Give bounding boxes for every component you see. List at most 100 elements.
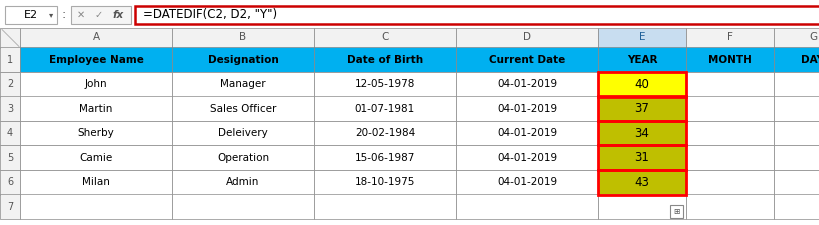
Bar xyxy=(597,170,686,194)
Bar xyxy=(686,97,773,121)
Bar xyxy=(314,72,455,97)
Bar xyxy=(0,121,20,146)
Text: 3: 3 xyxy=(7,104,13,114)
Bar xyxy=(172,27,314,47)
Bar xyxy=(455,170,597,194)
Bar xyxy=(314,97,455,121)
Bar xyxy=(314,146,455,170)
Text: Martin: Martin xyxy=(79,104,112,114)
Bar xyxy=(597,97,686,121)
Bar xyxy=(172,194,314,219)
Bar xyxy=(597,97,686,121)
Text: 34: 34 xyxy=(634,127,649,140)
Text: 5: 5 xyxy=(7,153,13,163)
Text: B: B xyxy=(239,32,247,43)
Text: Admin: Admin xyxy=(226,177,260,187)
Bar xyxy=(20,47,172,72)
Text: 04-01-2019: 04-01-2019 xyxy=(496,128,556,138)
Bar xyxy=(455,47,597,72)
Bar xyxy=(686,72,773,97)
Text: 01-07-1981: 01-07-1981 xyxy=(355,104,414,114)
Text: Date of Birth: Date of Birth xyxy=(346,55,423,65)
Text: F: F xyxy=(726,32,732,43)
Bar xyxy=(686,121,773,146)
Text: ▾: ▾ xyxy=(49,10,53,19)
Text: E2: E2 xyxy=(24,10,38,20)
Bar xyxy=(669,205,682,218)
Bar xyxy=(0,27,20,47)
Bar xyxy=(686,146,773,170)
Text: 6: 6 xyxy=(7,177,13,187)
Bar xyxy=(0,97,20,121)
Text: ✓: ✓ xyxy=(95,10,103,20)
Bar xyxy=(773,146,819,170)
Bar xyxy=(597,170,686,194)
Bar xyxy=(773,194,819,219)
Text: 2: 2 xyxy=(7,79,13,89)
Text: Camie: Camie xyxy=(79,153,112,163)
Text: ✕: ✕ xyxy=(77,10,85,20)
Bar xyxy=(455,121,597,146)
Bar xyxy=(0,72,20,97)
Bar xyxy=(773,47,819,72)
Bar xyxy=(686,47,773,72)
Bar xyxy=(455,97,597,121)
Bar xyxy=(172,97,314,121)
Text: 37: 37 xyxy=(634,102,649,115)
Text: ⊞: ⊞ xyxy=(672,207,679,216)
Text: 04-01-2019: 04-01-2019 xyxy=(496,104,556,114)
Text: MONTH: MONTH xyxy=(707,55,751,65)
Bar xyxy=(0,146,20,170)
Bar xyxy=(0,194,20,219)
Bar xyxy=(314,170,455,194)
Bar xyxy=(314,27,455,47)
Bar xyxy=(314,47,455,72)
Text: 18-10-1975: 18-10-1975 xyxy=(355,177,414,187)
Bar xyxy=(314,194,455,219)
Text: fx: fx xyxy=(112,10,124,20)
Bar xyxy=(597,146,686,170)
Bar xyxy=(686,27,773,47)
Bar xyxy=(455,27,597,47)
Text: 7: 7 xyxy=(7,202,13,212)
Text: C: C xyxy=(381,32,388,43)
Bar xyxy=(20,121,172,146)
Bar xyxy=(20,97,172,121)
Bar xyxy=(597,121,686,146)
Text: Current Date: Current Date xyxy=(488,55,564,65)
Text: 4: 4 xyxy=(7,128,13,138)
Bar xyxy=(20,27,172,47)
Text: 1: 1 xyxy=(7,55,13,65)
Bar xyxy=(20,72,172,97)
Bar xyxy=(172,170,314,194)
Bar xyxy=(172,72,314,97)
Text: John: John xyxy=(84,79,107,89)
Text: 15-06-1987: 15-06-1987 xyxy=(355,153,414,163)
Bar xyxy=(597,121,686,146)
Bar xyxy=(773,72,819,97)
Text: A: A xyxy=(93,32,99,43)
Bar xyxy=(71,6,131,23)
Bar xyxy=(0,170,20,194)
Bar xyxy=(20,146,172,170)
Bar xyxy=(597,194,686,219)
Text: 43: 43 xyxy=(634,176,649,189)
Bar xyxy=(455,72,597,97)
Bar xyxy=(597,146,686,170)
Text: 40: 40 xyxy=(634,78,649,91)
Bar xyxy=(314,121,455,146)
Text: Sherby: Sherby xyxy=(78,128,114,138)
Text: 12-05-1978: 12-05-1978 xyxy=(355,79,414,89)
Bar xyxy=(773,170,819,194)
Text: 04-01-2019: 04-01-2019 xyxy=(496,177,556,187)
Text: E: E xyxy=(638,32,645,43)
Bar xyxy=(172,47,314,72)
Bar xyxy=(5,6,57,23)
Bar xyxy=(172,121,314,146)
Text: DAY: DAY xyxy=(800,55,819,65)
Text: Employee Name: Employee Name xyxy=(48,55,143,65)
Text: Operation: Operation xyxy=(217,153,269,163)
Text: Milan: Milan xyxy=(82,177,110,187)
Text: Designation: Designation xyxy=(207,55,278,65)
Text: 04-01-2019: 04-01-2019 xyxy=(496,79,556,89)
